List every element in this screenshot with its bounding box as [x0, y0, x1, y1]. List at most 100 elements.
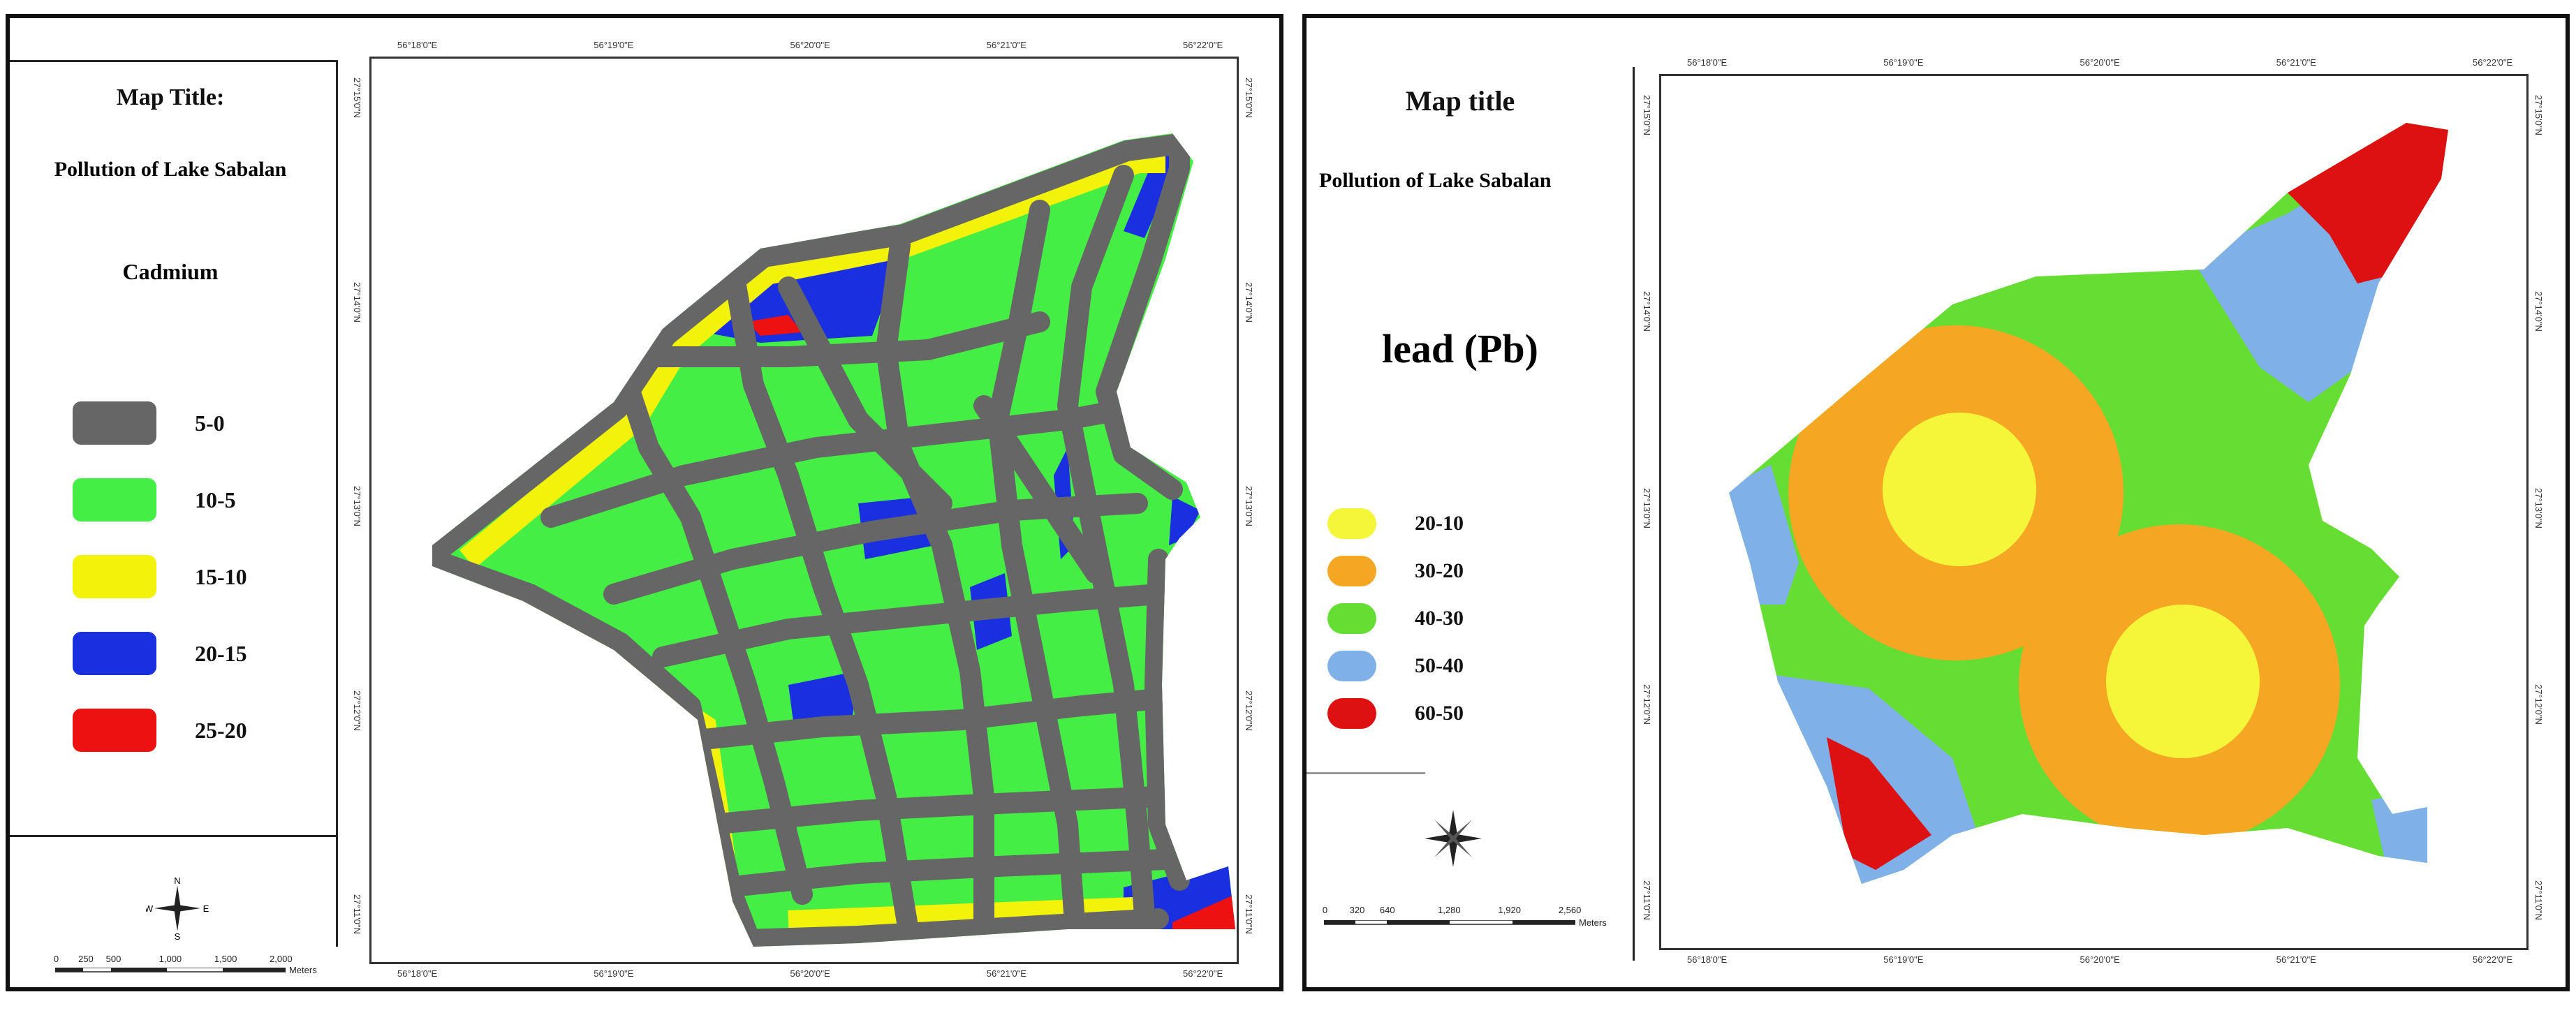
coordinate-label: 27°15'0"N — [352, 77, 362, 118]
scale-tick-label: 250 — [78, 954, 94, 964]
scale-bar: 0 320 640 1,280 1,920 2,560 Meters — [1322, 905, 1617, 933]
scale-tick-label: 500 — [105, 954, 122, 964]
legend-item: 5-0 — [73, 385, 247, 461]
scale-tick-label: 1,500 — [214, 954, 237, 964]
scale-tick-label: 2,000 — [270, 954, 293, 964]
coordinate-label: 27°14'0"N — [1642, 291, 1652, 332]
coordinate-label: 27°11'0"N — [1244, 894, 1254, 934]
legend-swatch — [73, 478, 156, 522]
coordinate-label: 27°11'0"N — [352, 894, 362, 934]
legend-swatch — [1327, 556, 1376, 586]
coordinate-label: 27°13'0"N — [1244, 486, 1254, 526]
scale-tick-label: 1,000 — [159, 954, 182, 964]
coordinate-label: 56°21'0"E — [2276, 954, 2316, 965]
legend-swatch — [73, 555, 156, 598]
coordinate-label: 27°14'0"N — [2533, 291, 2544, 332]
scale-tick-label: 2,560 — [1558, 905, 1582, 915]
coordinate-label: 27°12'0"N — [1244, 690, 1254, 731]
map-title: Map title — [1405, 85, 1515, 117]
scale-tick-label: 320 — [1349, 905, 1365, 915]
south-label: S — [175, 931, 181, 940]
legend-swatch — [1327, 603, 1376, 634]
legend-label: 10-5 — [195, 487, 236, 512]
east-label: E — [203, 903, 209, 914]
coordinate-label: 56°19'0"E — [1883, 954, 1924, 965]
coordinate-label: 27°11'0"N — [1642, 880, 1652, 920]
legend-box — [10, 60, 338, 947]
cadmium-pollution-map — [432, 133, 1235, 947]
legend-box — [1307, 67, 1635, 961]
legend-swatch — [73, 401, 156, 445]
coordinate-label: 27°14'0"N — [1244, 281, 1254, 323]
layer-name: lead (Pb) — [1382, 326, 1538, 371]
legend-item: 25-20 — [73, 692, 247, 769]
coordinate-label: 56°20'0"E — [2080, 954, 2120, 965]
coordinate-label: 56°22'0"E — [2473, 57, 2513, 68]
scale-unit: Meters — [289, 965, 317, 975]
cadmium-map-panel: Map Title: Pollution of Lake Sabalan Cad… — [6, 14, 1283, 991]
legend-item: 15-10 — [73, 538, 247, 615]
coordinate-label: 56°21'0"E — [986, 968, 1026, 979]
coordinate-label: 56°19'0"E — [1883, 57, 1924, 68]
coordinate-label: 56°22'0"E — [1183, 968, 1223, 979]
scale-unit: Meters — [1579, 917, 1607, 928]
legend-item: 60-50 — [1327, 690, 1464, 737]
coordinate-label: 27°15'0"N — [2533, 95, 2544, 135]
coordinate-label: 27°15'0"N — [1642, 95, 1652, 135]
coordinate-label: 56°18'0"E — [1687, 57, 1728, 68]
coordinate-label: 56°21'0"E — [2276, 57, 2316, 68]
scale-tick-labels: 0 250 500 1,000 1,500 2,000 — [54, 954, 293, 966]
coordinate-label: 27°13'0"N — [352, 486, 362, 526]
legend-label: 15-10 — [195, 563, 247, 589]
legend-swatch — [73, 632, 156, 675]
coordinate-label: 56°19'0"E — [594, 968, 634, 979]
map-frame — [1659, 74, 2529, 950]
coordinate-label: 56°22'0"E — [1183, 40, 1223, 50]
legend-label: 20-10 — [1415, 512, 1464, 535]
legend-label: 30-20 — [1415, 559, 1464, 582]
coordinate-label: 56°18'0"E — [397, 968, 438, 979]
coordinate-label: 27°11'0"N — [2533, 880, 2544, 920]
legend-swatch — [1327, 651, 1376, 681]
coordinate-label: 56°22'0"E — [2473, 954, 2513, 965]
coordinate-label: 56°18'0"E — [1687, 954, 1728, 965]
legend-label: 25-20 — [195, 717, 247, 743]
legend-divider — [1307, 772, 1425, 774]
map-frame — [369, 57, 1239, 964]
scale-tick-label: 640 — [1379, 905, 1395, 915]
legend-swatch — [73, 709, 156, 752]
legend-label: 40-30 — [1415, 607, 1464, 630]
coordinate-label: 56°20'0"E — [790, 40, 830, 50]
scale-tick-label: 1,920 — [1498, 905, 1521, 915]
legend-item: 20-15 — [73, 615, 247, 692]
legend-item: 40-30 — [1327, 595, 1464, 642]
coordinate-label: 27°14'0"N — [352, 281, 362, 323]
legend-swatch — [1327, 698, 1376, 729]
layer-name: Cadmium — [122, 259, 219, 284]
coordinate-label: 56°19'0"E — [594, 40, 634, 50]
coordinate-label: 56°18'0"E — [397, 40, 438, 50]
legend-label: 60-50 — [1415, 702, 1464, 725]
coordinate-label: 27°12'0"N — [2533, 683, 2544, 725]
coordinate-label: 27°15'0"N — [1244, 77, 1254, 118]
north-arrow-icon — [1425, 810, 1482, 867]
coordinate-label: 56°20'0"E — [790, 968, 830, 979]
scale-tick-label: 1,280 — [1438, 905, 1461, 915]
coordinate-label: 56°21'0"E — [986, 40, 1026, 50]
coordinate-label: 27°13'0"N — [2533, 487, 2544, 528]
west-label: W — [146, 903, 154, 914]
legend-swatch — [1327, 508, 1376, 539]
legend-item: 20-10 — [1327, 500, 1464, 547]
map-subtitle: Pollution of Lake Sabalan — [54, 158, 287, 181]
coordinate-label: 27°12'0"N — [1642, 683, 1652, 725]
legend-label: 20-15 — [195, 640, 247, 666]
lead-pollution-map — [1729, 123, 2448, 884]
legend-item: 50-40 — [1327, 642, 1464, 690]
legend-label: 5-0 — [195, 410, 225, 436]
scale-tick-label: 0 — [1322, 905, 1328, 915]
scale-bar: 0 250 500 1,000 1,500 2,000 Meters — [54, 954, 321, 977]
legend-list: 5-0 10-5 15-10 20-15 25-20 — [73, 385, 247, 769]
legend-item: 10-5 — [73, 461, 247, 538]
map-subtitle: Pollution of Lake Sabalan — [1319, 169, 1552, 192]
north-label: N — [174, 877, 180, 886]
